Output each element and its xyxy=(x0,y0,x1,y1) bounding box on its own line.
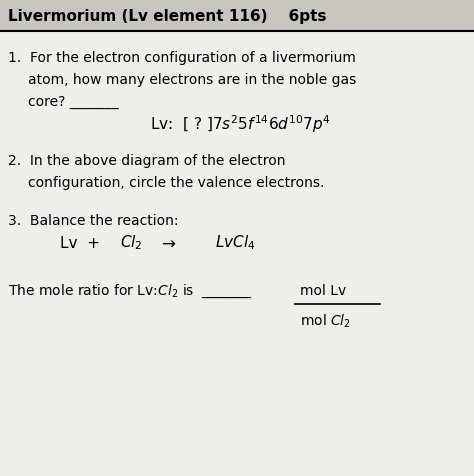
Text: $\rightarrow$: $\rightarrow$ xyxy=(158,234,176,252)
Text: $Cl_{2}$: $Cl_{2}$ xyxy=(120,234,143,252)
Text: 1.  For the electron configuration of a livermorium: 1. For the electron configuration of a l… xyxy=(8,51,356,65)
Text: Lv  +: Lv + xyxy=(60,236,110,250)
Text: Livermorium (Lv element 116)    6pts: Livermorium (Lv element 116) 6pts xyxy=(8,9,327,23)
Text: mol $Cl_{2}$: mol $Cl_{2}$ xyxy=(300,312,351,330)
Text: Lv:  $[\ ?\ ]7s^{2}5f^{14}6d^{10}7p^{4}$: Lv: $[\ ?\ ]7s^{2}5f^{14}6d^{10}7p^{4}$ xyxy=(150,113,331,135)
Text: 2.  In the above diagram of the electron: 2. In the above diagram of the electron xyxy=(8,154,285,168)
Bar xyxy=(0,0,474,31)
Text: The mole ratio for Lv:$Cl_{2}$ is  _______: The mole ratio for Lv:$Cl_{2}$ is ______… xyxy=(8,282,253,299)
Text: configuration, circle the valence electrons.: configuration, circle the valence electr… xyxy=(28,176,324,190)
Text: $LvCl_{4}$: $LvCl_{4}$ xyxy=(215,234,255,252)
Text: 3.  Balance the reaction:: 3. Balance the reaction: xyxy=(8,214,179,228)
Text: core? _______: core? _______ xyxy=(28,95,119,109)
Text: mol Lv: mol Lv xyxy=(300,284,346,298)
Text: atom, how many electrons are in the noble gas: atom, how many electrons are in the nobl… xyxy=(28,73,356,87)
